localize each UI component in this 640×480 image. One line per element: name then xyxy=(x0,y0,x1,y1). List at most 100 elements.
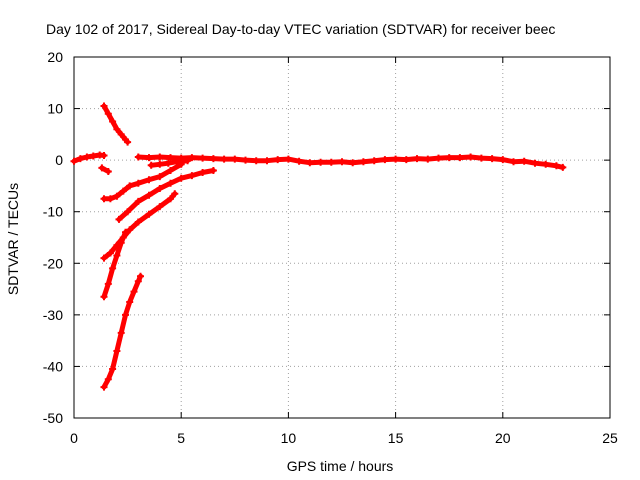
data-point xyxy=(156,203,164,211)
data-point xyxy=(552,162,560,170)
data-point xyxy=(106,249,114,257)
data-point xyxy=(134,179,142,187)
data-point xyxy=(145,210,153,218)
data-point xyxy=(184,157,192,165)
data-point xyxy=(499,156,507,164)
data-point xyxy=(126,298,134,306)
data-point xyxy=(134,277,142,285)
data-point xyxy=(117,239,125,247)
data-point xyxy=(242,156,249,164)
data-point xyxy=(100,195,108,203)
data-point xyxy=(100,293,108,301)
data-point xyxy=(119,187,127,195)
data-point xyxy=(104,375,112,383)
data-point xyxy=(156,160,164,168)
data-point xyxy=(284,155,292,163)
series-5 xyxy=(115,167,217,223)
data-point xyxy=(167,195,174,203)
series-8 xyxy=(100,272,144,391)
data-point xyxy=(109,264,117,272)
data-point xyxy=(134,197,142,205)
data-point xyxy=(477,154,485,162)
data-point xyxy=(104,110,112,118)
plot-border xyxy=(73,56,611,419)
series-3 xyxy=(100,102,132,146)
axis-ticks xyxy=(73,56,611,419)
data-point xyxy=(173,158,181,166)
y-tick-label: -40 xyxy=(43,358,63,374)
data-point xyxy=(542,160,550,168)
data-point xyxy=(122,311,129,319)
series-layer xyxy=(70,102,567,391)
data-point xyxy=(113,125,121,133)
data-point xyxy=(100,102,108,110)
data-point xyxy=(104,280,112,288)
data-point xyxy=(167,167,174,174)
axis-tick-labels: 0 5 10 15 20 25 20 10 0 -10 -20 -30 -40 -50 xyxy=(43,49,618,446)
data-point xyxy=(100,254,108,262)
data-point xyxy=(126,182,134,190)
x-tick-label: 20 xyxy=(495,430,511,446)
series-1 xyxy=(134,153,567,171)
data-point xyxy=(209,167,217,174)
data-point xyxy=(445,154,453,162)
series-line xyxy=(101,273,143,390)
data-point xyxy=(113,347,121,355)
data-point xyxy=(164,159,172,167)
series-0 xyxy=(70,151,108,165)
data-point xyxy=(510,158,517,166)
data-point xyxy=(220,155,228,163)
data-point xyxy=(413,155,421,163)
data-point xyxy=(381,156,389,164)
data-point xyxy=(177,174,185,182)
data-point xyxy=(115,215,123,223)
grid xyxy=(74,57,610,418)
data-point xyxy=(188,154,196,162)
data-point xyxy=(171,190,179,198)
data-point xyxy=(126,226,134,234)
series-7 xyxy=(100,228,129,301)
data-point xyxy=(199,169,207,176)
chart-title: Day 102 of 2017, Sidereal Day-to-day VTE… xyxy=(46,21,555,37)
data-point xyxy=(76,155,84,163)
data-point xyxy=(424,155,432,163)
data-point xyxy=(402,156,410,164)
data-point xyxy=(117,130,125,138)
plot-frame xyxy=(73,56,611,419)
data-point xyxy=(252,157,260,165)
y-tick-label: 10 xyxy=(47,101,63,117)
data-point xyxy=(122,228,129,236)
data-point xyxy=(145,191,153,199)
y-tick-label: -10 xyxy=(43,204,63,220)
series-line xyxy=(116,168,216,222)
data-point xyxy=(100,152,108,159)
data-point xyxy=(488,155,496,163)
data-point xyxy=(188,172,196,180)
x-tick-label: 15 xyxy=(388,430,404,446)
data-point xyxy=(113,252,121,259)
series-line xyxy=(101,161,184,202)
series-2 xyxy=(98,164,112,175)
data-point xyxy=(520,157,528,165)
x-tick-label: 0 xyxy=(70,430,78,446)
data-point xyxy=(295,157,303,165)
data-point xyxy=(199,154,207,162)
data-point xyxy=(109,365,117,373)
data-point xyxy=(117,329,125,337)
y-axis-label: SDTVAR / TECUs xyxy=(5,183,21,295)
data-point xyxy=(130,288,138,296)
data-point xyxy=(98,164,106,172)
data-point xyxy=(167,179,174,187)
x-axis-label: GPS time / hours xyxy=(287,458,394,474)
data-point xyxy=(156,185,164,192)
data-point xyxy=(209,155,217,163)
data-point xyxy=(306,159,314,167)
data-point xyxy=(113,192,121,200)
y-tick-label: 20 xyxy=(47,49,63,65)
y-tick-label: -30 xyxy=(43,307,63,323)
data-point xyxy=(370,157,378,165)
data-point xyxy=(231,155,239,163)
data-point xyxy=(263,157,271,165)
data-point xyxy=(134,153,142,161)
